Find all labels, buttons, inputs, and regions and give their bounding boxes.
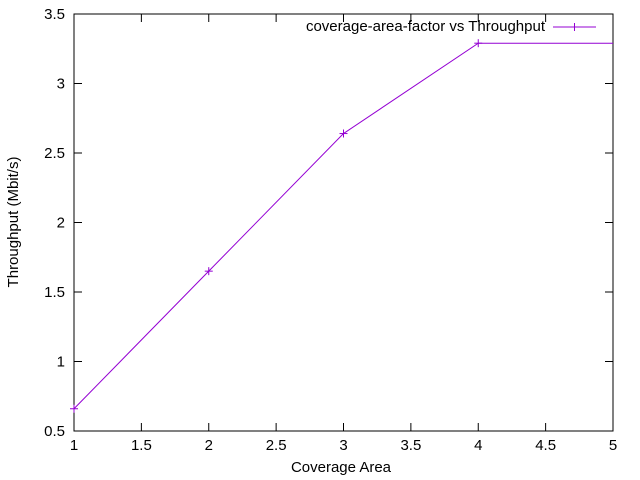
y-tick-label: 1	[57, 354, 65, 371]
x-tick-label: 5	[609, 437, 617, 454]
x-tick-label: 2	[205, 437, 213, 454]
legend-marker-plus	[570, 23, 579, 31]
x-axis-label: Coverage Area	[291, 459, 392, 476]
data-point-marker	[474, 39, 483, 48]
x-tick-label: 1.5	[131, 437, 152, 454]
data-point-marker	[204, 267, 213, 276]
y-tick-label: 1.5	[44, 284, 65, 301]
y-tick-label: 3.5	[44, 6, 65, 23]
series-layer	[70, 39, 613, 413]
y-tick-label: 2	[57, 215, 65, 232]
x-tick-label: 1	[70, 437, 78, 454]
data-point-marker	[70, 404, 78, 413]
y-axis-ticks: 0.5 1 1.5 2 2.5 3 3.5	[44, 6, 613, 440]
x-tick-label: 4.5	[535, 437, 556, 454]
legend-marker	[570, 23, 579, 31]
y-tick-label: 3	[57, 76, 65, 93]
y-tick-label: 2.5	[44, 145, 65, 162]
x-tick-label: 2.5	[266, 437, 287, 454]
x-tick-label: 3	[339, 437, 347, 454]
legend-label: coverage-area-factor vs Throughput	[306, 18, 546, 35]
x-tick-label: 3.5	[400, 437, 421, 454]
plot-frame	[73, 13, 614, 432]
y-tick-label: 0.5	[44, 423, 65, 440]
y-axis-label: Throughput (Mbit/s)	[5, 157, 22, 288]
data-point-marker	[339, 129, 348, 138]
legend: coverage-area-factor vs Throughput	[306, 18, 596, 35]
x-tick-label: 4	[474, 437, 482, 454]
x-axis-ticks: 1 1.5 2 2.5 3 3.5 4 4.5 5	[70, 14, 617, 454]
series-line	[73, 42, 613, 410]
